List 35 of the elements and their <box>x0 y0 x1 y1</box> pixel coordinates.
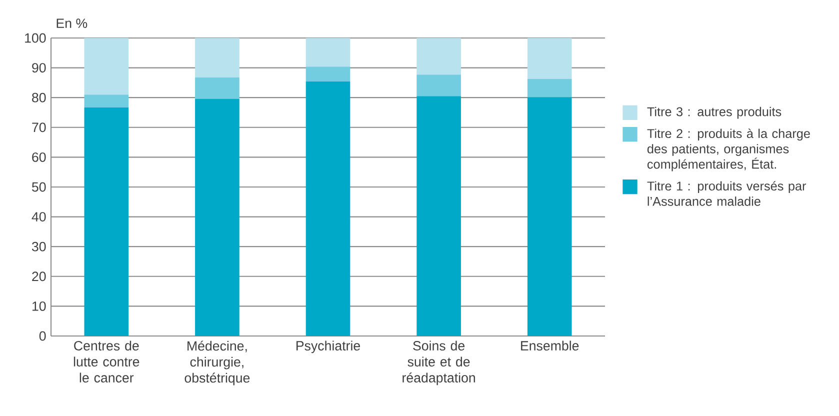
legend-label: Titre 1 : produits versés par l’Assurance maladie <box>647 181 806 206</box>
y-tick-label: 50 <box>32 182 46 192</box>
bar <box>195 98 240 336</box>
legend-label: Titre 3 : autres produits <box>647 106 782 119</box>
bar <box>84 38 129 95</box>
bar <box>84 107 129 336</box>
bar <box>416 38 461 75</box>
bar <box>306 66 350 82</box>
bar <box>195 77 240 99</box>
y-axis-title: En % <box>56 18 88 28</box>
y-tick-label: 70 <box>32 122 46 132</box>
bar <box>416 74 461 96</box>
x-tick-label: Centres de lutte contre le cancer <box>74 340 140 382</box>
y-tick-label: 0 <box>39 331 46 341</box>
y-tick-label: 60 <box>32 152 46 162</box>
bar <box>527 97 572 336</box>
bar <box>306 38 350 67</box>
x-tick-label: Médecine, chirurgie, obstétrique <box>184 340 250 386</box>
y-tick-label: 80 <box>32 92 46 102</box>
bar <box>306 82 350 336</box>
legend-label: Titre 2 : produits à la charge des patients, organismes complémentaires, État. <box>647 128 810 172</box>
y-tick-label: 90 <box>32 63 46 73</box>
y-tick-label: 40 <box>32 212 46 222</box>
bar <box>84 94 129 108</box>
bar <box>195 38 240 78</box>
x-tick-label: Ensemble <box>521 340 579 350</box>
y-tick-label: 100 <box>25 33 46 43</box>
y-tick-label: 30 <box>32 242 46 252</box>
x-tick-label: Soins de suite et de réadaptation <box>402 340 475 386</box>
y-tick-label: 20 <box>32 272 46 282</box>
bar <box>527 78 572 98</box>
bar <box>416 96 461 336</box>
x-tick-label: Psychiatrie <box>296 340 360 354</box>
bar <box>527 38 572 79</box>
y-tick-label: 10 <box>32 301 46 311</box>
